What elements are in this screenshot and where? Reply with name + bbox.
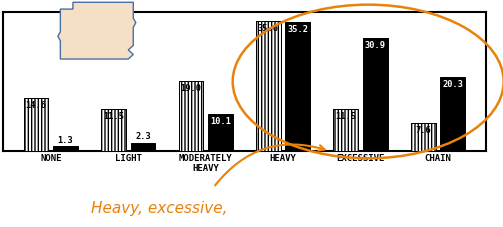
Text: 2.3: 2.3: [135, 133, 151, 141]
Bar: [24, 98, 48, 151]
Bar: [285, 22, 310, 151]
Bar: [24, 98, 48, 151]
Text: 11.5: 11.5: [103, 112, 124, 121]
Text: 11.5: 11.5: [335, 112, 356, 121]
Bar: [440, 77, 465, 151]
Text: 20.3: 20.3: [442, 80, 463, 89]
Text: 14.6: 14.6: [26, 101, 47, 109]
Bar: [101, 109, 126, 151]
Text: 30.9: 30.9: [365, 41, 386, 50]
Bar: [256, 21, 281, 151]
Bar: [179, 81, 203, 151]
Bar: [333, 109, 358, 151]
Bar: [411, 123, 436, 151]
Bar: [130, 143, 155, 151]
Bar: [256, 21, 281, 151]
Text: Heavy, excessive,: Heavy, excessive,: [91, 201, 227, 216]
Text: 19.0: 19.0: [181, 84, 201, 93]
Text: 35.2: 35.2: [287, 25, 308, 34]
Bar: [208, 114, 233, 151]
Bar: [333, 109, 358, 151]
Bar: [411, 123, 436, 151]
Text: 1.3: 1.3: [58, 136, 73, 145]
Text: 7.6: 7.6: [415, 126, 431, 135]
Bar: [179, 81, 203, 151]
Text: 10.1: 10.1: [210, 117, 231, 126]
Bar: [363, 38, 387, 151]
Bar: [53, 146, 78, 151]
Text: 35.6: 35.6: [258, 24, 279, 33]
Bar: [101, 109, 126, 151]
